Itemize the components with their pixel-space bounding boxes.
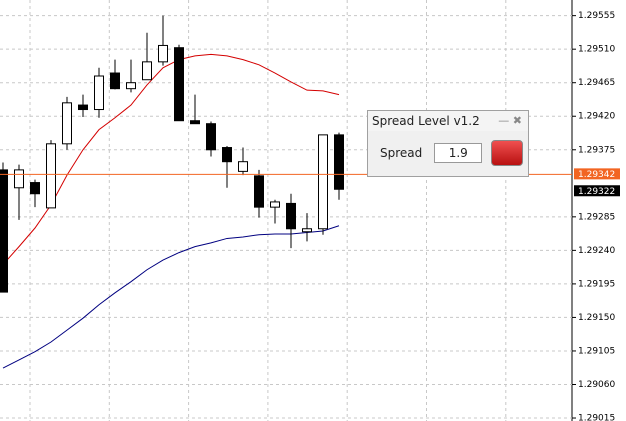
y-tick-label: 1.29510 [578, 45, 615, 55]
candle-body [110, 72, 120, 90]
spread-panel[interactable]: Spread Level v1.2 — ✖ Spread 1.9 [367, 110, 529, 177]
candle-body [94, 75, 104, 111]
candle-body [0, 169, 8, 293]
price-label: 1.29342 [578, 170, 615, 180]
candle-body [334, 134, 344, 190]
candle-body [14, 169, 24, 189]
candle-body [318, 134, 328, 230]
y-tick-label: 1.29420 [578, 112, 615, 122]
candle-body [270, 201, 280, 208]
y-tick-label: 1.29465 [578, 78, 615, 88]
y-tick-label: 1.29375 [578, 145, 615, 155]
spread-row: Spread 1.9 [368, 140, 528, 166]
candle-body [78, 104, 88, 111]
y-tick-label: 1.29285 [578, 212, 615, 222]
candle-body [254, 175, 264, 208]
moving-average [2, 225, 340, 369]
spread-value: 1.9 [434, 143, 483, 163]
panel-controls[interactable]: — ✖ [498, 114, 522, 127]
candle-body [142, 61, 152, 81]
candle-body [238, 161, 248, 172]
y-tick-label: 1.29105 [578, 346, 615, 356]
y-tick-label: 1.29240 [578, 246, 615, 256]
panel-title: Spread Level v1.2 [368, 111, 528, 131]
candle-body [62, 102, 72, 145]
y-tick-label: 1.29555 [578, 11, 615, 21]
y-tick-label: 1.29195 [578, 279, 615, 289]
candle-body [30, 182, 40, 195]
candle-body [190, 120, 200, 125]
spread-label: Spread [380, 146, 423, 160]
spread-button[interactable] [491, 140, 524, 166]
moving-average [2, 53, 340, 265]
candle-body [174, 47, 184, 122]
candle-body [222, 147, 232, 163]
price-label-box [574, 185, 620, 197]
grid [0, 0, 572, 421]
price-label-box [574, 168, 620, 180]
candle-body [206, 123, 216, 151]
price-label: 1.29322 [578, 187, 615, 197]
candle-body [286, 202, 296, 230]
y-tick-label: 1.29015 [578, 414, 615, 421]
candle-body [302, 228, 312, 233]
candle-body [46, 143, 56, 209]
y-tick-label: 1.29150 [578, 313, 615, 323]
candle-body [126, 82, 136, 90]
candle-body [158, 44, 168, 63]
y-tick-label: 1.29060 [578, 380, 615, 390]
